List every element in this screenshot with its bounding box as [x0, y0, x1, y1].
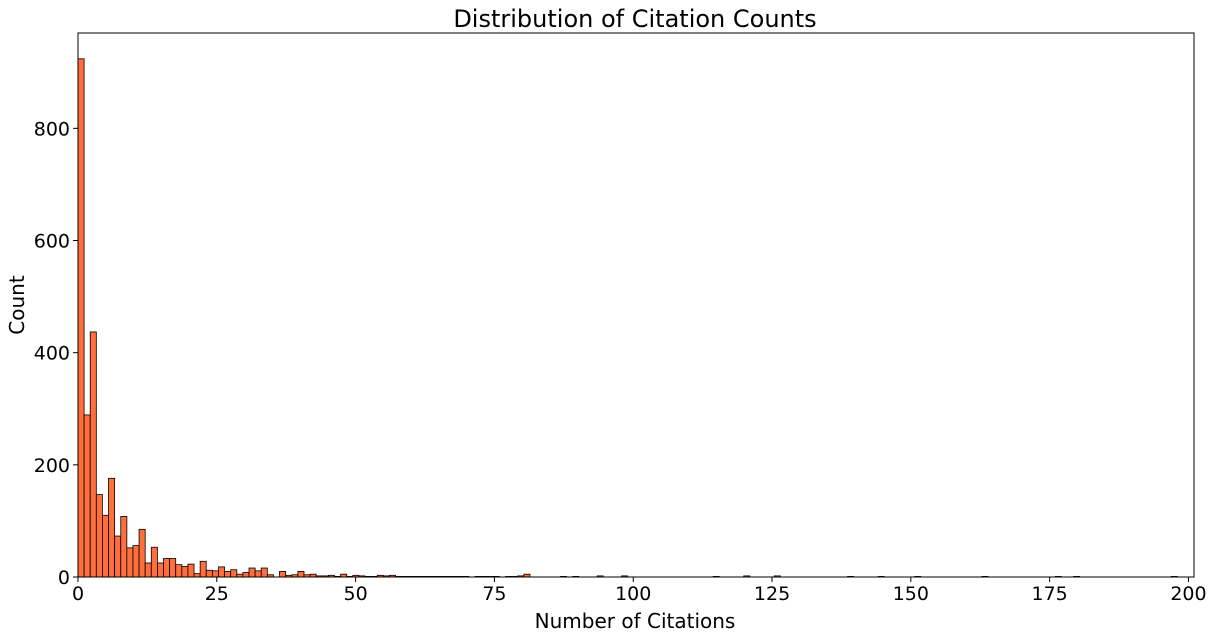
histogram-bar — [205, 569, 213, 578]
histogram-bar — [89, 331, 97, 578]
y-axis-label: Count — [5, 275, 29, 335]
y-tick-label: 400 — [34, 343, 70, 365]
histogram-bar — [248, 567, 256, 578]
x-tick-label: 150 — [893, 583, 929, 605]
histogram-bar — [169, 558, 177, 578]
chart-title: Distribution of Citation Counts — [453, 5, 816, 33]
histogram-bar — [156, 562, 164, 578]
histogram-bar — [260, 567, 268, 578]
histogram-bar — [95, 494, 103, 578]
y-tick-label: 0 — [58, 567, 70, 589]
x-tick-label: 50 — [344, 583, 368, 605]
histogram-bar — [114, 535, 122, 578]
histogram-bar — [187, 563, 195, 578]
histogram-bar — [230, 569, 238, 578]
histogram-bar — [102, 514, 109, 578]
histogram-bar — [242, 572, 250, 578]
histogram-bar — [211, 570, 219, 578]
histogram-bar — [297, 570, 305, 578]
x-tick-label: 25 — [205, 583, 229, 605]
x-tick-label: 75 — [482, 583, 506, 605]
histogram-bar — [218, 566, 225, 578]
y-tick-label: 200 — [34, 455, 70, 477]
histogram-bar — [279, 570, 287, 578]
bars-group — [77, 58, 1178, 578]
plot-frame — [77, 32, 1195, 578]
histogram-bar — [254, 570, 262, 578]
histogram-bar — [181, 565, 189, 578]
histogram-bar — [150, 546, 158, 578]
x-axis-label: Number of Citations — [535, 609, 736, 633]
x-tick-label: 125 — [754, 583, 790, 605]
x-tick-label: 200 — [1170, 583, 1206, 605]
histogram-bar — [175, 564, 183, 578]
histogram-bar — [132, 545, 140, 578]
histogram-bar — [224, 570, 232, 578]
histogram-bar — [199, 560, 207, 578]
x-tick-label: 175 — [1032, 583, 1068, 605]
histogram-bar — [120, 516, 128, 578]
histogram-bar — [83, 414, 91, 578]
histogram-bar — [144, 562, 152, 578]
y-axis-ticks: 0 200 400 600 800 — [34, 118, 78, 589]
histogram-bar — [138, 528, 146, 578]
y-tick-label: 600 — [34, 231, 70, 253]
x-tick-label: 100 — [615, 583, 651, 605]
y-tick-label: 800 — [34, 118, 70, 140]
histogram-bar — [108, 477, 116, 578]
x-tick-label: 0 — [72, 583, 84, 605]
histogram-bar — [163, 558, 171, 578]
x-axis-ticks: 0 25 50 75 100 125 150 175 200 — [72, 577, 1207, 605]
histogram-bar — [126, 547, 134, 578]
histogram-bar — [193, 573, 201, 578]
histogram-bar — [77, 58, 85, 578]
